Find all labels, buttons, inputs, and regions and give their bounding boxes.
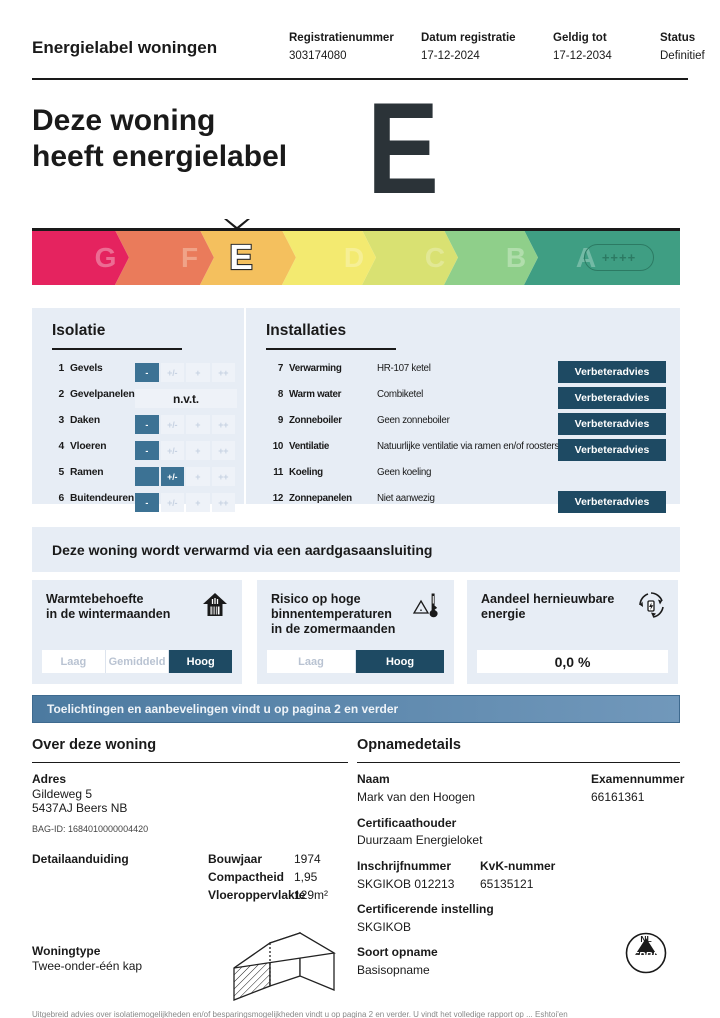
svg-text:E: E — [229, 238, 252, 277]
svg-text:EPBD: EPBD — [632, 951, 660, 962]
svg-text:NL: NL — [640, 934, 651, 944]
